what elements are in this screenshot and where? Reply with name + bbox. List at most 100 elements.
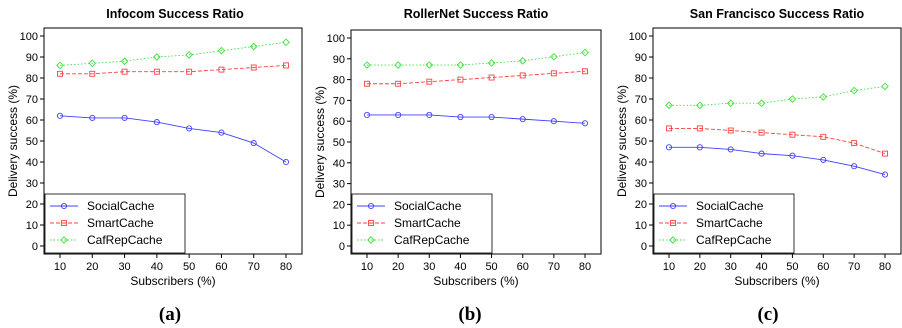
series-line [669,85,886,106]
data-point [789,152,796,159]
data-point [850,86,858,95]
data-point [185,51,193,59]
data-point [218,129,225,136]
chart-title: Infocom Success Ratio [106,7,244,21]
data-point [820,156,827,163]
data-point [758,150,765,157]
y-tick-label: 40 [26,157,38,169]
legend-marker [367,202,375,210]
data-point [550,118,557,125]
data-point [250,140,257,147]
data-point [89,70,96,77]
x-tick-label: 10 [663,261,675,273]
y-tick-label: 80 [26,73,38,85]
x-tick-label: 70 [548,261,560,273]
x-tick-label: 30 [118,261,130,273]
y-tick-label: 20 [333,199,345,211]
x-tick-label: 40 [755,261,767,273]
legend-label: SocialCache [87,199,155,213]
data-point [758,129,765,136]
legend-marker [669,202,677,210]
data-point [186,68,193,75]
data-point [364,80,370,87]
data-point [283,62,289,69]
data-point [487,59,496,67]
chart-title: RollerNet Success Ratio [404,7,549,21]
data-point [727,127,734,134]
data-point [363,111,371,119]
x-tick-label: 30 [423,261,435,273]
legend-marker [61,220,67,226]
data-point [666,125,672,132]
data-point [581,120,589,127]
data-point [696,125,703,132]
x-tick-label: 40 [151,261,163,273]
data-point [426,111,433,119]
y-tick-label: 10 [635,220,647,232]
data-point [153,53,161,61]
data-point [488,113,495,121]
data-point [456,61,465,69]
data-point [881,82,889,91]
x-tick-label: 20 [86,261,98,273]
data-point [581,48,589,57]
y-tick-label: 100 [327,33,345,45]
data-point [153,68,160,75]
data-point [696,144,703,151]
data-point [457,76,464,83]
y-tick-label: 70 [333,95,345,107]
data-point [819,93,828,101]
series-line [59,41,287,66]
chart-panel-2: RollerNet Success Ratio 0 10 20 30 40 50 60 70 80… [313,7,602,325]
x-axis-label: Subscribers (%) [734,274,819,288]
data-point [757,99,766,108]
x-tick-label: 10 [54,261,66,273]
series-socialcache [56,112,290,166]
y-tick-label: 60 [26,115,38,127]
panel-caption: (b) [458,304,481,325]
data-point [153,119,160,126]
data-point [881,171,889,178]
x-tick-label: 50 [786,261,798,273]
y-tick-label: 50 [26,136,38,148]
x-tick-label: 60 [215,261,227,273]
data-point [56,112,64,119]
data-point [121,114,128,121]
series-line [669,146,886,176]
x-tick-label: 80 [280,261,292,273]
series-line [367,114,586,124]
data-point [788,95,797,103]
y-tick-label: 40 [333,158,345,170]
legend: SocialCache SmartCache CafRepCache [351,193,493,254]
y-tick-label: 0 [32,241,38,253]
data-point [727,146,734,153]
y-tick-label: 100 [20,31,38,43]
legend: SocialCache SmartCache CafRepCache [653,193,795,254]
data-point [550,70,557,77]
series-line [60,64,287,75]
y-tick-label: 10 [333,220,345,232]
data-point [250,64,257,71]
series-line [367,70,586,85]
legend-label: CafRepCache [394,233,470,247]
y-tick-label: 10 [26,220,38,232]
series-line [669,127,886,155]
legend-marker [60,236,68,244]
series-smartcache [57,62,289,77]
data-point [218,66,225,73]
data-point [519,116,526,123]
x-tick-label: 30 [725,261,737,273]
panel-caption: (a) [159,304,181,325]
y-tick-label: 50 [333,137,345,149]
y-tick-label: 90 [333,54,345,66]
data-point [665,144,673,151]
y-axis-label: Delivery success (%) [6,85,20,197]
y-tick-label: 50 [635,136,647,148]
x-tick-label: 20 [694,261,706,273]
series-smartcache [666,125,888,157]
legend-label: SmartCache [87,216,154,230]
x-axis-label: Subscribers (%) [130,274,215,288]
y-tick-label: 60 [635,115,647,127]
legend-label: SocialCache [696,199,764,213]
